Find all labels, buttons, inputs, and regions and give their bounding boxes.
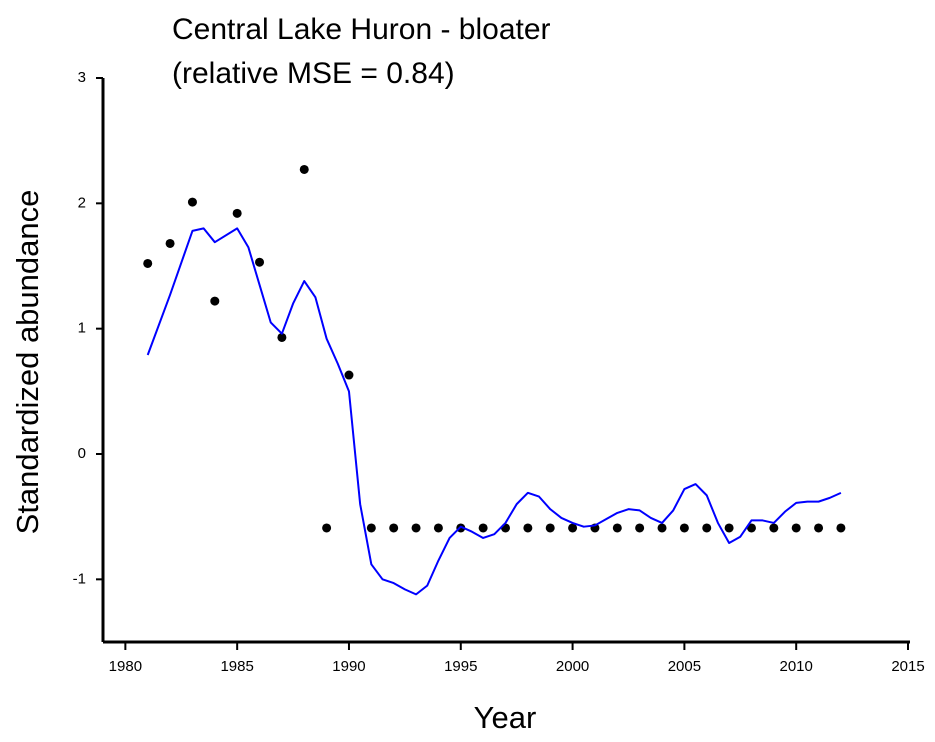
data-point	[187, 197, 197, 207]
x-axis-title: Year	[474, 700, 537, 735]
x-tick-label: 1985	[220, 658, 253, 675]
x-tick-label: 1980	[109, 658, 142, 675]
data-point	[791, 523, 801, 533]
y-tick-label: 3	[78, 69, 86, 86]
x-tick-label: 2010	[780, 658, 813, 675]
data-point	[746, 523, 756, 533]
data-point	[523, 523, 533, 533]
x-tick-label: 1995	[444, 658, 477, 675]
data-point	[232, 208, 242, 218]
data-point	[366, 523, 376, 533]
x-tick-label: 2015	[891, 658, 924, 675]
data-point	[322, 523, 332, 533]
x-tick-label: 2005	[668, 658, 701, 675]
fit-line	[146, 227, 842, 596]
y-tick-label: 1	[78, 320, 86, 337]
data-point	[210, 296, 220, 306]
data-point	[389, 523, 399, 533]
data-point	[635, 523, 645, 533]
data-point	[344, 370, 354, 380]
y-tick-label: 0	[78, 445, 86, 462]
data-point	[724, 523, 734, 533]
data-point	[814, 523, 824, 533]
chart-title: Central Lake Huron - bloater	[172, 13, 551, 46]
data-point	[568, 523, 578, 533]
data-point	[545, 523, 555, 533]
data-point	[478, 523, 488, 533]
data-point	[769, 523, 779, 533]
data-point	[277, 332, 287, 342]
data-point	[299, 164, 309, 174]
data-point	[143, 258, 153, 268]
data-point	[411, 523, 421, 533]
data-point	[165, 238, 175, 248]
y-tick-label: -1	[73, 570, 86, 587]
data-point	[612, 523, 622, 533]
y-axis-title: Standardized abundance	[10, 190, 45, 535]
data-point	[433, 523, 443, 533]
data-point	[836, 523, 846, 533]
data-point	[679, 523, 689, 533]
chart-subtitle: (relative MSE = 0.84)	[172, 57, 455, 90]
x-tick-label: 2000	[556, 658, 589, 675]
x-tick-label: 1990	[332, 658, 365, 675]
data-point	[255, 257, 265, 267]
data-point	[702, 523, 712, 533]
y-tick-label: 2	[78, 194, 86, 211]
data-point	[657, 523, 667, 533]
